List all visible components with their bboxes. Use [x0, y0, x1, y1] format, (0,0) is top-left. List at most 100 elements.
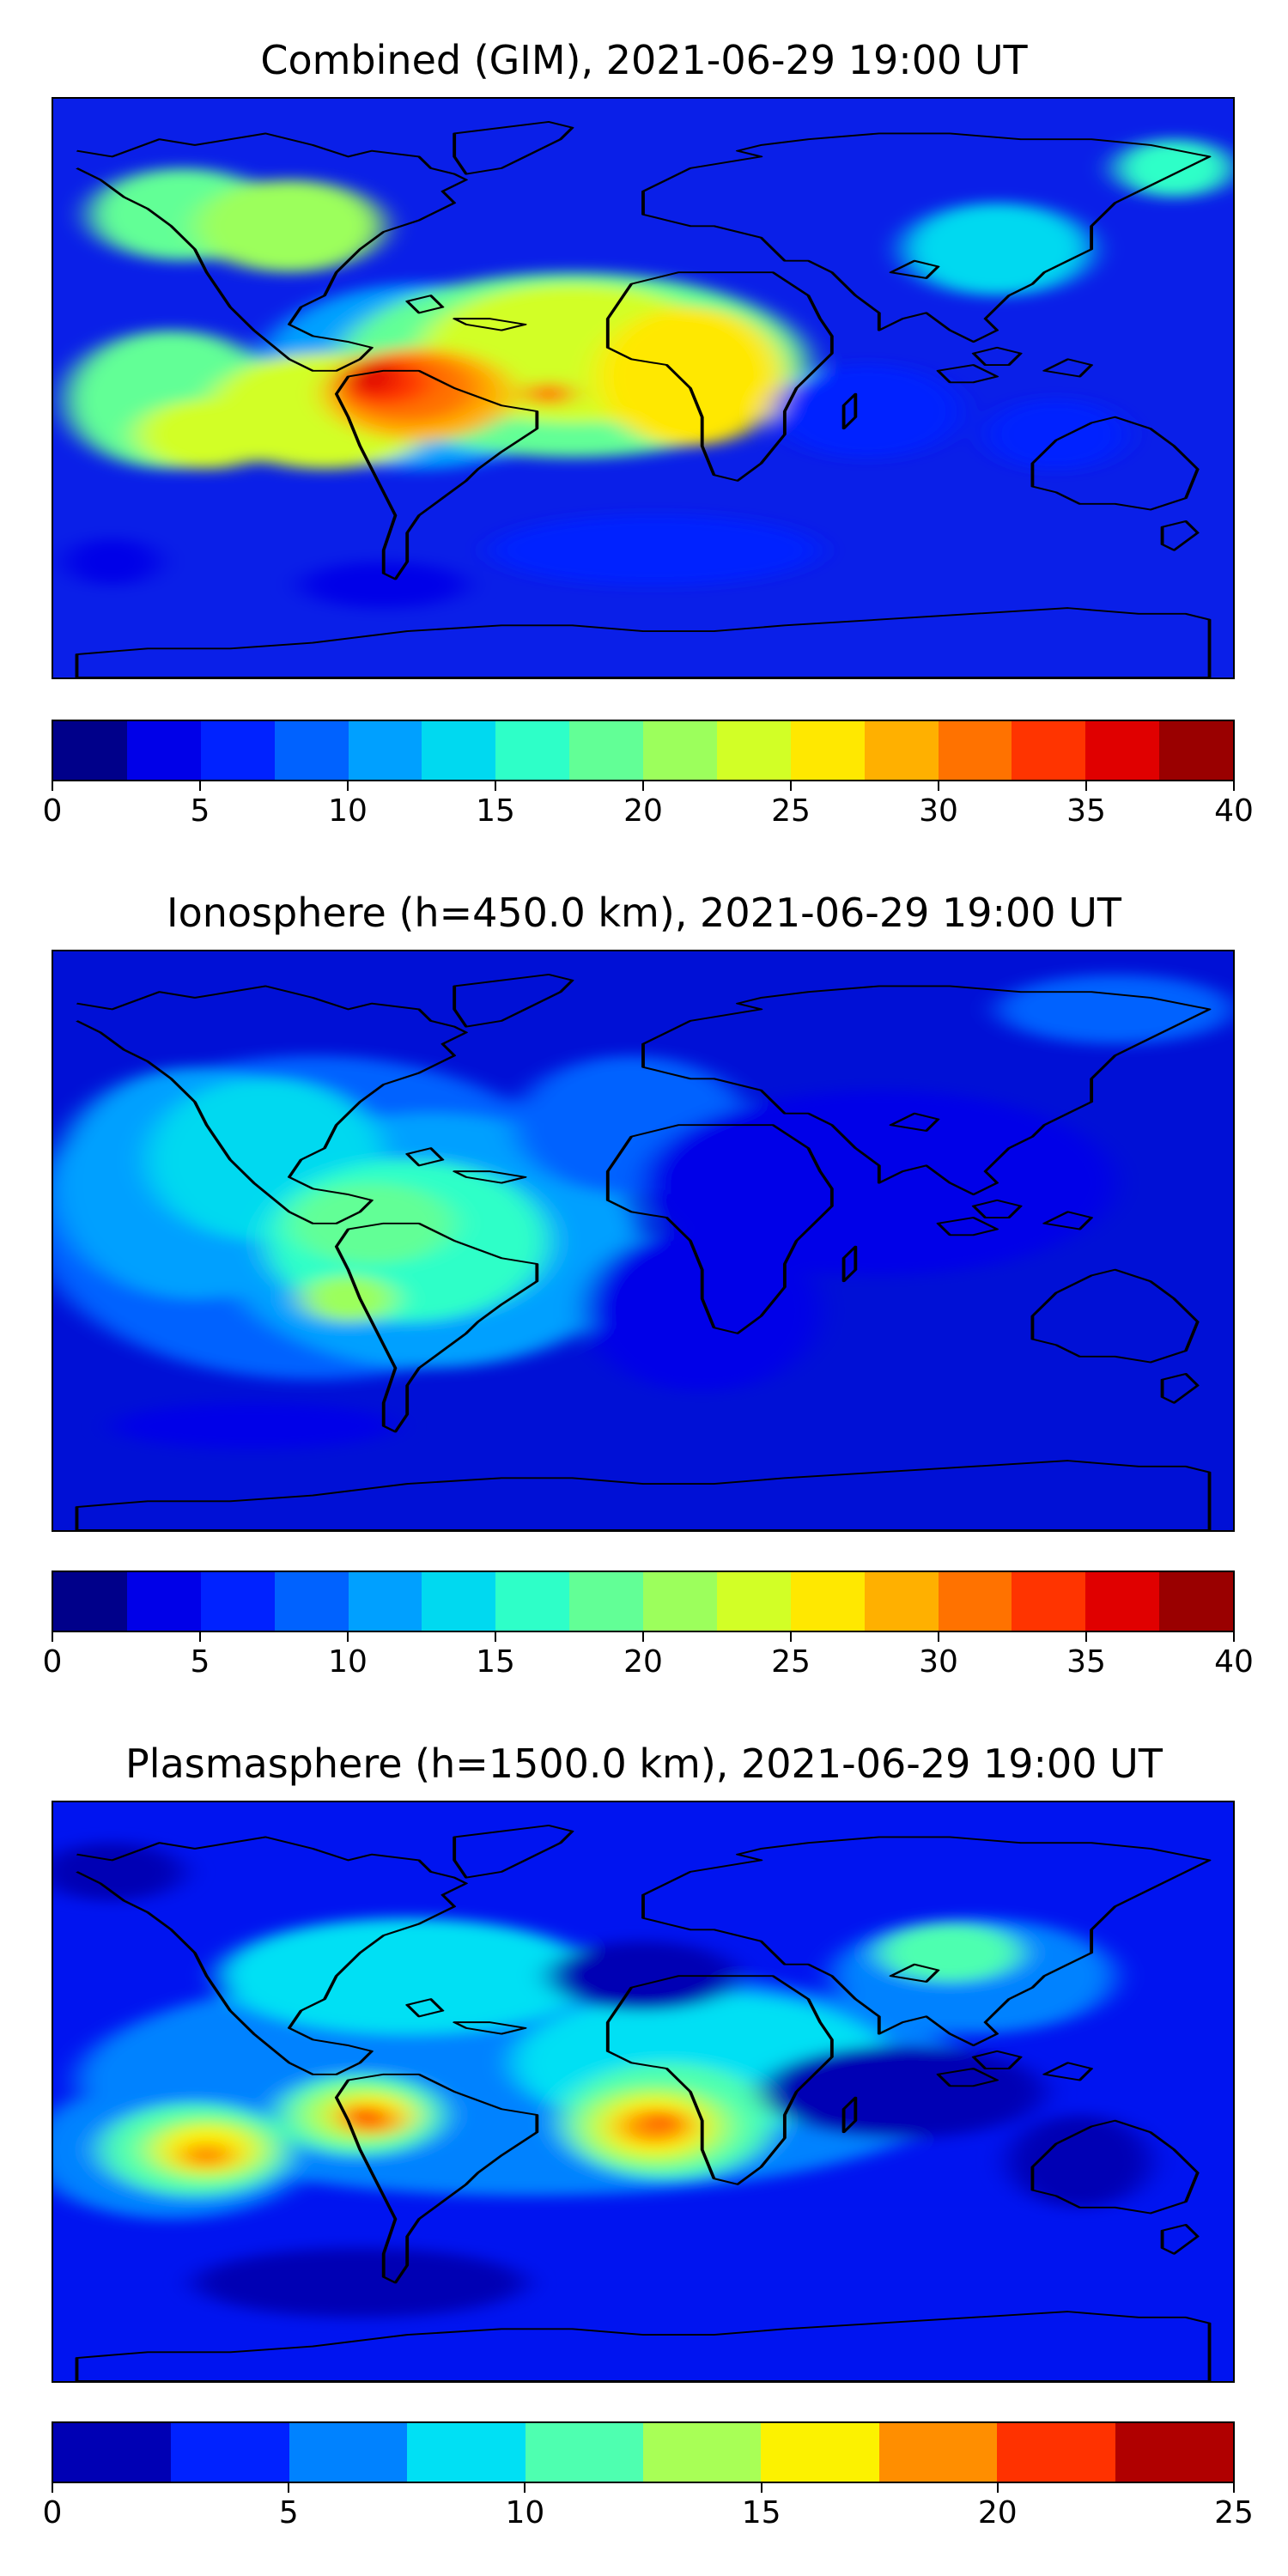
colorbar-swatch	[878, 2423, 998, 2482]
map-combined	[52, 97, 1235, 679]
field-contour	[584, 1229, 821, 1392]
colorbar-swatch	[126, 1572, 201, 1631]
colorbar-tick-label: 20	[977, 2495, 1018, 2530]
coastline	[971, 1199, 1023, 1218]
colorbar-tick	[938, 1632, 939, 1642]
colorbar-swatch	[1012, 721, 1086, 780]
field-contour	[348, 359, 396, 394]
field-contour	[878, 1923, 1021, 1982]
map-ionosphere	[52, 950, 1235, 1532]
coastline	[841, 1245, 858, 1283]
field-contour	[1115, 139, 1233, 197]
coastline	[1042, 2062, 1094, 2081]
colorbar-swatch	[938, 1572, 1012, 1631]
colorbar-tick	[347, 1632, 349, 1642]
colorbar-tick-label: 10	[505, 2495, 545, 2530]
colorbar-tick-label: 0	[42, 1644, 63, 1680]
field-contour	[180, 2142, 233, 2168]
colorbar-tick-label: 5	[190, 1644, 210, 1680]
field-contour	[53, 1843, 184, 1901]
colorbar-tick-label: 35	[1066, 1644, 1106, 1680]
colorbar-swatch	[171, 2423, 289, 2482]
field-contour	[194, 2247, 526, 2318]
colorbar-swatch	[761, 2423, 879, 2482]
colorbar-swatch	[1085, 1572, 1160, 1631]
colorbar-tick-label: 20	[623, 793, 663, 829]
coastline	[1042, 1211, 1094, 1230]
colorbar-swatch	[864, 721, 939, 780]
colorbar-swatch	[53, 721, 127, 780]
colorbar-tick-label: 35	[1066, 793, 1106, 829]
colorbar-swatch	[790, 721, 865, 780]
colorbar-tick-label: 20	[623, 1644, 663, 1680]
colorbar-swatch	[274, 721, 349, 780]
coastline	[1042, 358, 1094, 378]
colorbar-swatch	[53, 1572, 127, 1631]
coastline	[453, 318, 527, 331]
field-contour	[64, 538, 160, 586]
colorbar-tick	[996, 2483, 999, 2493]
colorbar-swatch	[274, 1572, 349, 1631]
colorbar-tick	[347, 781, 349, 791]
colorbar-swatch	[495, 1572, 570, 1631]
coastline	[405, 295, 445, 314]
colorbar-tick	[760, 2483, 762, 2493]
map-svg-plasmasphere	[53, 1802, 1233, 2381]
colorbar-swatch	[422, 721, 496, 780]
coastline	[1030, 416, 1200, 511]
colorbar-tick-label: 25	[1214, 2495, 1254, 2530]
coastlines	[75, 121, 1212, 677]
coastline	[334, 1222, 539, 1433]
field-contour	[997, 974, 1233, 1044]
colorbar-swatch	[569, 721, 643, 780]
colorbar-swatch	[1085, 721, 1160, 780]
colorbar-swatch	[525, 2423, 644, 2482]
colorbar-swatch	[53, 2423, 172, 2482]
panel-title-combined: Combined (GIM), 2021-06-29 19:00 UT	[260, 37, 1028, 83]
colorbar-swatch	[997, 2423, 1115, 2482]
coastline	[1030, 1268, 1200, 1364]
coastline	[1160, 520, 1200, 551]
field-contour	[218, 1917, 597, 2034]
field-contour	[761, 2045, 1045, 2138]
colorbar-tick	[199, 781, 201, 791]
colorbar-tick-label: 10	[328, 1644, 368, 1680]
colorbar-tick	[495, 781, 496, 791]
colorbar-swatch	[716, 721, 791, 780]
colorbar-swatch	[200, 1572, 275, 1631]
colorbar-tick	[288, 2483, 290, 2493]
coastline	[1030, 2119, 1200, 2215]
colorbar-tick	[52, 2483, 53, 2493]
colorbar-tick	[1233, 781, 1235, 791]
colorbar-swatch	[1012, 1572, 1086, 1631]
colorbar-tick-label: 25	[771, 1644, 811, 1680]
coastline	[453, 974, 574, 1028]
colorbar-tick-label: 15	[741, 2495, 781, 2530]
coastline	[75, 607, 1212, 677]
colorbar-tick-label: 10	[328, 793, 368, 829]
colorbar-tick-label: 0	[42, 2495, 63, 2530]
colorbar-swatch	[348, 721, 422, 780]
coastline	[936, 364, 999, 384]
colorbar-swatch	[716, 1572, 791, 1631]
colorbar-tick	[495, 1632, 496, 1642]
coastline	[75, 1460, 1212, 1530]
coastline	[936, 1217, 999, 1236]
colorbar-swatch	[569, 1572, 643, 1631]
field-contour	[652, 2112, 681, 2129]
colorbar-tick-label: 0	[42, 793, 63, 829]
colorbar-tick	[642, 781, 644, 791]
coastline	[1160, 2224, 1200, 2255]
colorbar-swatch	[200, 721, 275, 780]
colorbar-swatch	[422, 1572, 496, 1631]
colorbar-tick	[1233, 2483, 1235, 2493]
field-contour	[773, 365, 962, 458]
colorbar-swatch	[864, 1572, 939, 1631]
colorbar-swatch	[790, 1572, 865, 1631]
colorbar-tick	[52, 781, 53, 791]
coastline	[75, 2311, 1212, 2381]
coastline	[889, 259, 940, 279]
field-contour	[619, 2109, 690, 2144]
colorbar-tick-label: 5	[190, 793, 210, 829]
coastline	[889, 1963, 940, 1983]
